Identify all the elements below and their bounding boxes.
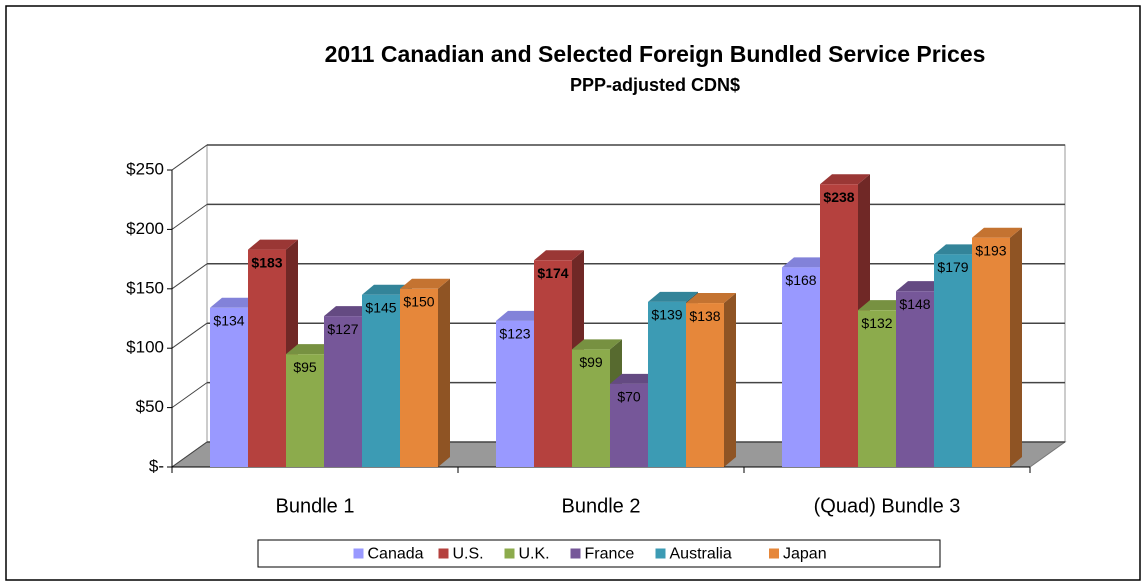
bar-top [782,257,832,268]
bar [534,260,572,467]
legend-swatch [769,548,779,559]
value-label: $193 [975,242,1006,258]
value-label: $99 [579,354,603,370]
value-label: $179 [937,259,968,275]
grid-line [171,441,208,468]
value-label: $134 [213,313,244,329]
bar [782,267,820,467]
bar-top [324,306,374,317]
bar [972,237,1010,467]
legend-swatch [438,548,449,559]
legend-label: Canada [368,546,424,563]
bar [934,254,972,467]
value-label: $174 [537,265,568,281]
legend-label: Australia [670,546,732,563]
bar [896,291,934,467]
bar-side [724,293,736,467]
legend-swatch [353,548,364,559]
value-label: $139 [651,307,682,323]
x-tick-label: Bundle 1 [276,495,355,517]
bar-top [210,297,260,308]
chart-subtitle: PPP-adjusted CDN$ [570,75,740,95]
bar-top [648,291,698,302]
legend-swatch [655,548,666,559]
bar-top [686,293,736,304]
bar [686,303,724,467]
bar-top [820,174,870,185]
value-label: $95 [293,359,317,375]
legend-box [257,539,941,568]
value-label: $132 [861,315,892,331]
bar-top [496,310,546,321]
legend-swatch [504,548,515,559]
y-tick-label: $200 [126,219,164,238]
bar-side [438,278,450,467]
bar [496,320,534,467]
legend-label: Japan [783,546,827,563]
bar [324,316,362,467]
value-label: $183 [251,254,282,270]
bar-top [934,244,984,255]
y-tick-label: $100 [126,338,164,357]
side-wall [171,144,208,468]
y-tick-label: $250 [126,159,164,178]
bar [286,354,324,467]
bar-top [400,278,450,289]
bar [572,349,610,467]
bar-side [1010,227,1022,467]
bar-top [610,373,660,384]
grid-line [171,203,208,230]
value-label: $150 [403,294,434,310]
bar-top [858,300,908,311]
legend-label: France [585,546,635,563]
x-tick-label: (Quad) Bundle 3 [814,495,961,517]
bar-top [286,344,336,355]
bar [362,294,400,467]
value-label: $127 [327,321,358,337]
value-label: $70 [617,389,641,405]
bar [210,307,248,467]
value-label: $123 [499,326,530,342]
bar-top [972,227,1022,238]
grid-line [171,322,208,349]
bar-top [534,250,584,261]
legend-label: U.S. [453,546,484,563]
grid-line [171,144,208,171]
bar-top [362,284,412,295]
y-tick-label: $150 [126,278,164,297]
bar-top [896,281,946,292]
chart-title: 2011 Canadian and Selected Foreign Bundl… [325,41,986,67]
bar [610,383,648,467]
bar [248,249,286,467]
x-tick-label: Bundle 2 [562,495,641,517]
bar [400,288,438,467]
value-label: $145 [365,299,396,315]
bar-top [572,339,622,350]
legend-label: U.K. [519,546,550,563]
y-tick-label: $- [149,456,164,475]
grid-line [171,263,208,290]
bar-top [248,239,298,250]
value-label: $148 [899,296,930,312]
value-label: $238 [823,189,854,205]
bar [858,310,896,467]
bar [648,301,686,467]
legend-swatch [570,548,581,559]
y-tick-label: $50 [136,397,164,416]
value-label: $138 [689,308,720,324]
value-label: $168 [785,272,816,288]
bar [820,184,858,468]
grid-line [171,382,208,409]
